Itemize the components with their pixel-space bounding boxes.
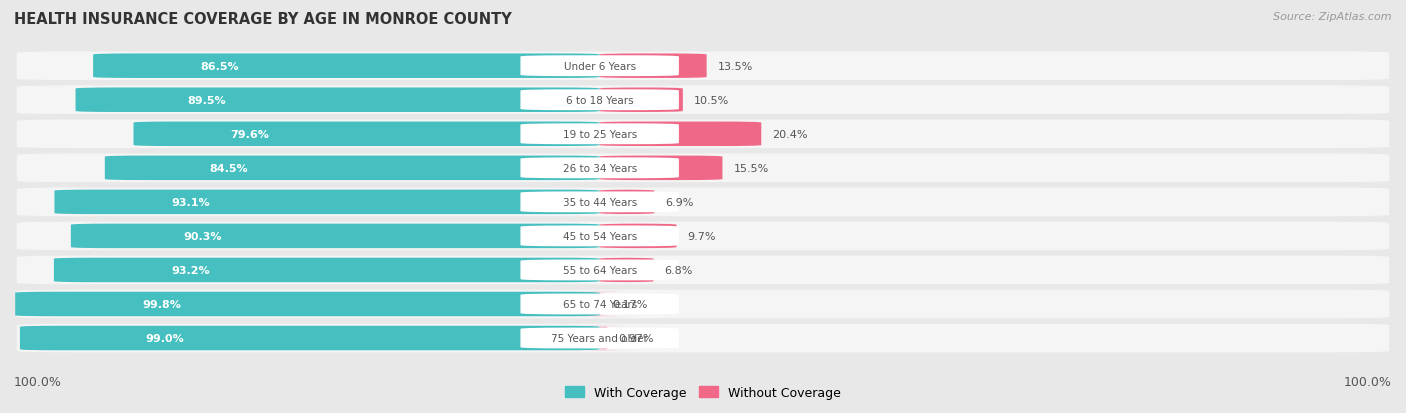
Text: 10.5%: 10.5%	[695, 95, 730, 105]
FancyBboxPatch shape	[70, 224, 599, 249]
FancyBboxPatch shape	[599, 55, 707, 79]
Text: 93.2%: 93.2%	[172, 265, 209, 275]
Text: 6 to 18 Years: 6 to 18 Years	[565, 95, 634, 105]
Text: 65 to 74 Years: 65 to 74 Years	[562, 299, 637, 309]
Text: Source: ZipAtlas.com: Source: ZipAtlas.com	[1274, 12, 1392, 22]
FancyBboxPatch shape	[520, 294, 679, 315]
FancyBboxPatch shape	[567, 326, 641, 350]
Text: 100.0%: 100.0%	[14, 375, 62, 388]
FancyBboxPatch shape	[520, 56, 679, 77]
Text: 90.3%: 90.3%	[184, 231, 222, 241]
FancyBboxPatch shape	[520, 260, 679, 281]
Text: 20.4%: 20.4%	[772, 129, 808, 140]
Text: HEALTH INSURANCE COVERAGE BY AGE IN MONROE COUNTY: HEALTH INSURANCE COVERAGE BY AGE IN MONR…	[14, 12, 512, 27]
Text: 35 to 44 Years: 35 to 44 Years	[562, 197, 637, 207]
Text: 9.7%: 9.7%	[688, 231, 716, 241]
FancyBboxPatch shape	[560, 292, 641, 316]
FancyBboxPatch shape	[599, 258, 654, 282]
FancyBboxPatch shape	[17, 52, 1389, 81]
FancyBboxPatch shape	[55, 190, 599, 215]
FancyBboxPatch shape	[17, 188, 1389, 217]
FancyBboxPatch shape	[520, 158, 679, 179]
Text: 89.5%: 89.5%	[187, 95, 226, 105]
FancyBboxPatch shape	[17, 86, 1389, 115]
FancyBboxPatch shape	[599, 224, 676, 249]
FancyBboxPatch shape	[17, 120, 1389, 149]
Text: 6.9%: 6.9%	[665, 197, 693, 207]
Text: 100.0%: 100.0%	[1344, 375, 1392, 388]
FancyBboxPatch shape	[17, 154, 1389, 183]
FancyBboxPatch shape	[134, 122, 599, 147]
Text: 79.6%: 79.6%	[231, 129, 270, 140]
FancyBboxPatch shape	[520, 90, 679, 111]
FancyBboxPatch shape	[599, 88, 683, 113]
Text: 19 to 25 Years: 19 to 25 Years	[562, 129, 637, 140]
Text: 75 Years and older: 75 Years and older	[551, 333, 648, 343]
Text: 86.5%: 86.5%	[201, 62, 239, 71]
FancyBboxPatch shape	[105, 156, 599, 180]
Text: 99.8%: 99.8%	[142, 299, 181, 309]
FancyBboxPatch shape	[599, 190, 654, 215]
FancyBboxPatch shape	[15, 292, 599, 316]
FancyBboxPatch shape	[520, 124, 679, 145]
Text: 0.97%: 0.97%	[619, 333, 654, 343]
FancyBboxPatch shape	[76, 88, 599, 113]
FancyBboxPatch shape	[53, 258, 599, 282]
Text: 84.5%: 84.5%	[209, 164, 247, 173]
FancyBboxPatch shape	[17, 222, 1389, 251]
FancyBboxPatch shape	[17, 256, 1389, 285]
FancyBboxPatch shape	[20, 326, 599, 350]
Text: Under 6 Years: Under 6 Years	[564, 62, 636, 71]
Text: 6.8%: 6.8%	[665, 265, 693, 275]
Legend: With Coverage, Without Coverage: With Coverage, Without Coverage	[561, 381, 845, 404]
Text: 93.1%: 93.1%	[172, 197, 209, 207]
Text: 55 to 64 Years: 55 to 64 Years	[562, 265, 637, 275]
Text: 15.5%: 15.5%	[734, 164, 769, 173]
FancyBboxPatch shape	[93, 55, 599, 79]
FancyBboxPatch shape	[17, 324, 1389, 352]
FancyBboxPatch shape	[520, 226, 679, 247]
Text: 0.17%: 0.17%	[612, 299, 647, 309]
FancyBboxPatch shape	[599, 122, 761, 147]
FancyBboxPatch shape	[599, 156, 723, 180]
Text: 26 to 34 Years: 26 to 34 Years	[562, 164, 637, 173]
FancyBboxPatch shape	[520, 328, 679, 349]
Text: 99.0%: 99.0%	[145, 333, 184, 343]
Text: 13.5%: 13.5%	[717, 62, 752, 71]
FancyBboxPatch shape	[520, 192, 679, 213]
FancyBboxPatch shape	[17, 290, 1389, 318]
Text: 45 to 54 Years: 45 to 54 Years	[562, 231, 637, 241]
